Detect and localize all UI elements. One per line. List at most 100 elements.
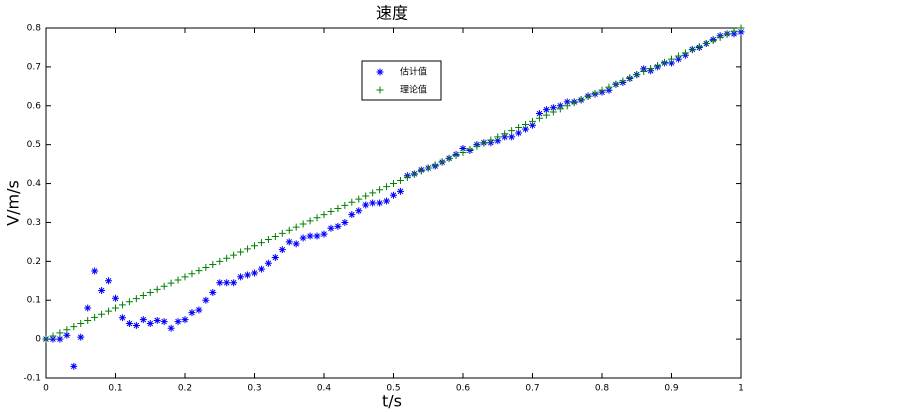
data-point [737, 24, 745, 32]
y-tick-label: 0.5 [27, 140, 41, 150]
data-point [153, 316, 161, 324]
data-point [403, 173, 411, 181]
data-point [396, 176, 404, 184]
data-point [334, 204, 342, 212]
data-point [591, 89, 599, 97]
data-point [376, 186, 384, 194]
data-point [195, 306, 203, 314]
y-tick-label: 0.3 [27, 218, 41, 228]
data-point [369, 199, 377, 207]
data-point [244, 271, 252, 279]
data-point [264, 236, 272, 244]
data-point [723, 30, 731, 38]
data-point [654, 61, 662, 69]
data-point [299, 234, 307, 242]
data-point [542, 106, 550, 114]
data-point [494, 133, 502, 141]
data-point [459, 145, 467, 153]
data-point [702, 40, 710, 48]
data-point [535, 114, 543, 122]
data-point [619, 77, 627, 85]
data-point [522, 125, 530, 133]
data-point [251, 242, 258, 250]
data-point [424, 164, 432, 172]
data-point [730, 27, 738, 35]
data-point [355, 195, 363, 203]
data-point [63, 326, 71, 334]
data-point [125, 320, 133, 328]
data-point [105, 277, 113, 285]
data-point [355, 207, 363, 215]
data-point [91, 267, 99, 275]
data-point [515, 124, 523, 132]
data-point [306, 217, 314, 225]
data-point [278, 229, 286, 237]
data-point [167, 279, 175, 287]
data-point [438, 158, 446, 166]
data-point [563, 98, 571, 106]
data-point [577, 96, 585, 104]
data-point [174, 318, 182, 326]
legend-label: 估计值 [400, 66, 427, 78]
data-point [633, 71, 641, 79]
y-tick-label: 0.4 [27, 179, 42, 189]
y-tick-label: 0.6 [27, 101, 42, 111]
y-tick-label: 0.7 [27, 62, 41, 72]
data-point [668, 55, 675, 63]
data-point [508, 133, 516, 141]
data-point [376, 199, 384, 207]
data-point [223, 254, 231, 262]
data-point [341, 201, 349, 209]
data-point [174, 276, 182, 284]
data-point [139, 316, 147, 324]
data-point [737, 28, 745, 36]
data-point [77, 320, 85, 328]
y-tick-label: -0.1 [23, 374, 41, 384]
data-point [320, 211, 328, 219]
data-point [188, 270, 196, 278]
data-point [362, 201, 370, 209]
data-point [132, 322, 140, 329]
y-tick-label: 0.8 [27, 24, 42, 34]
data-point [70, 323, 78, 331]
data-point [431, 161, 439, 169]
x-axis-label: t/s [382, 392, 402, 411]
x-tick-label: 0.5 [386, 384, 400, 394]
data-point [49, 332, 57, 340]
data-point [118, 301, 126, 309]
data-point [327, 224, 335, 232]
data-point [63, 331, 71, 339]
data-point [570, 99, 578, 107]
y-tick-label: 0 [35, 335, 41, 345]
data-point [563, 102, 571, 110]
data-point [202, 296, 210, 304]
data-point [681, 49, 689, 57]
data-point [77, 333, 85, 341]
data-point [118, 314, 126, 322]
data-point [167, 324, 175, 332]
data-point [647, 64, 655, 72]
data-point [264, 259, 272, 267]
data-point [98, 287, 106, 294]
data-point [466, 145, 474, 153]
data-point [313, 232, 321, 240]
data-point [390, 180, 397, 188]
x-tick-label: 0.3 [247, 384, 261, 394]
data-point [251, 269, 258, 277]
data-point [223, 279, 231, 287]
data-point [396, 187, 404, 195]
legend-marker [376, 86, 384, 94]
data-point [661, 58, 669, 66]
data-point [605, 83, 613, 91]
data-point [292, 240, 300, 248]
data-point [612, 80, 620, 88]
x-tick-label: 0.1 [108, 384, 122, 394]
data-point [480, 139, 488, 147]
data-point [410, 170, 418, 178]
data-point [327, 208, 335, 216]
data-point [188, 309, 196, 317]
data-point [383, 197, 391, 205]
data-point [299, 220, 307, 228]
data-point [598, 86, 606, 94]
data-point [473, 142, 481, 150]
